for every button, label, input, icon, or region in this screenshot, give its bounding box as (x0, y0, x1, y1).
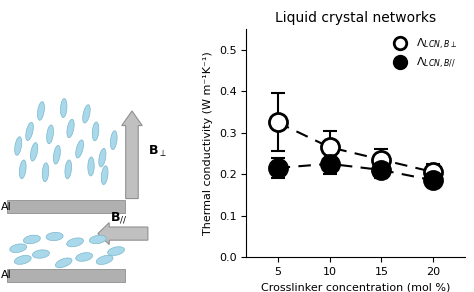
Bar (7, 200, 125, 213)
Ellipse shape (67, 238, 83, 247)
Ellipse shape (23, 235, 40, 244)
Ellipse shape (92, 122, 99, 141)
Ellipse shape (108, 247, 125, 256)
Ellipse shape (83, 105, 90, 123)
Ellipse shape (76, 140, 83, 158)
Ellipse shape (26, 122, 33, 140)
Ellipse shape (96, 255, 113, 265)
Ellipse shape (54, 145, 60, 164)
Ellipse shape (30, 142, 38, 161)
X-axis label: Crosslinker concentration (mol %): Crosslinker concentration (mol %) (261, 282, 450, 292)
Ellipse shape (65, 160, 72, 179)
Title: Liquid crystal networks: Liquid crystal networks (275, 11, 436, 25)
FancyArrow shape (122, 111, 142, 199)
Ellipse shape (37, 102, 45, 120)
Ellipse shape (67, 119, 74, 138)
Ellipse shape (46, 232, 63, 241)
Ellipse shape (101, 166, 108, 185)
Legend: $\Lambda_{LCN,B\perp}$, $\Lambda_{LCN,B//}$: $\Lambda_{LCN,B\perp}$, $\Lambda_{LCN,B/… (387, 35, 459, 73)
Ellipse shape (76, 253, 92, 261)
Ellipse shape (55, 258, 72, 268)
Ellipse shape (46, 125, 54, 144)
Ellipse shape (88, 157, 94, 176)
Text: $\mathbf{B}_{//}$: $\mathbf{B}_{//}$ (109, 210, 127, 225)
Ellipse shape (110, 131, 117, 150)
Bar (7, 269, 125, 282)
Ellipse shape (15, 137, 22, 155)
Text: $\mathbf{B}_{\perp}$: $\mathbf{B}_{\perp}$ (148, 144, 167, 159)
Ellipse shape (99, 148, 106, 167)
Text: Al: Al (1, 202, 12, 212)
Ellipse shape (14, 256, 31, 264)
Ellipse shape (10, 244, 27, 253)
Y-axis label: Thermal conductivity (W m⁻¹K⁻¹): Thermal conductivity (W m⁻¹K⁻¹) (203, 51, 213, 235)
FancyArrow shape (98, 223, 148, 245)
Ellipse shape (32, 250, 49, 258)
Text: Al: Al (1, 270, 12, 280)
Ellipse shape (61, 99, 67, 117)
Ellipse shape (42, 163, 49, 182)
Ellipse shape (19, 160, 26, 179)
Ellipse shape (89, 235, 106, 244)
